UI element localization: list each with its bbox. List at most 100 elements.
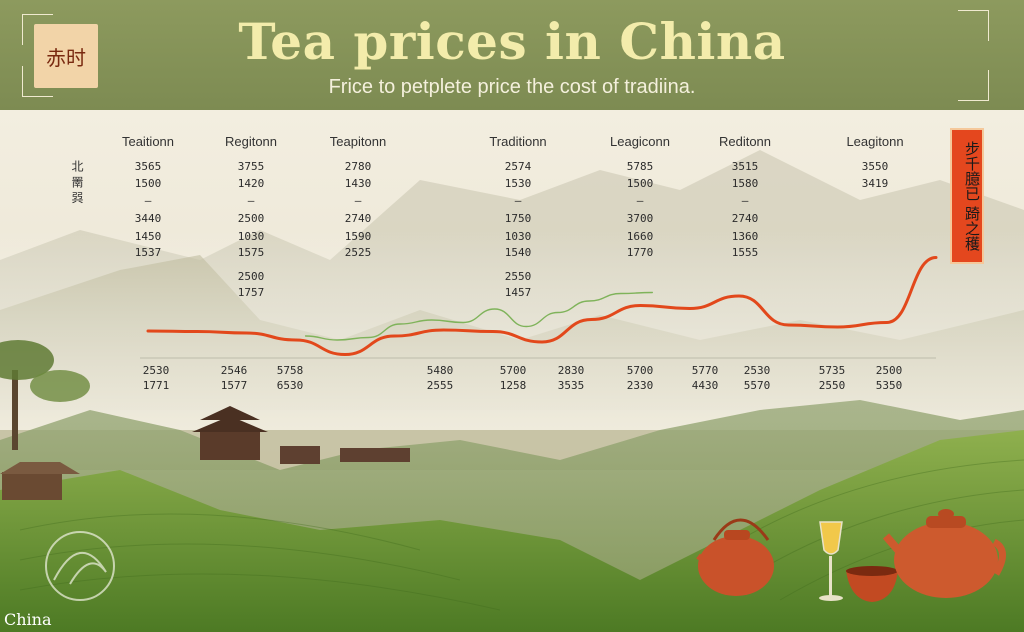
value-label: 5785	[627, 160, 654, 173]
value-label: 3700	[627, 212, 654, 225]
upper-value-labels: 3565 1500 — 3440 1450 1537 3755 1420 — 2500 1030 15…	[135, 160, 889, 299]
value-label: 1530	[505, 177, 532, 190]
value-label: 1590	[345, 230, 372, 243]
baseline-label: 2546	[221, 364, 248, 377]
value-label: —	[515, 194, 522, 207]
price-chart: Teaitionn Regitonn Teapitonn Traditionn Leag…	[122, 134, 938, 392]
value-label: 2740	[345, 212, 372, 225]
baseline-label: 2530	[744, 364, 771, 377]
value-label: 1770	[627, 246, 654, 259]
value-label: 2740	[732, 212, 759, 225]
value-label: 3440	[135, 212, 162, 225]
value-label: 2525	[345, 246, 372, 259]
page-subtitle: Frice to petplete price the cost of trad…	[328, 76, 696, 98]
baseline-label: 5570	[744, 379, 771, 392]
baseline-label: 5700	[500, 364, 527, 377]
value-label: 1555	[732, 246, 759, 259]
corner-ornament	[958, 70, 989, 101]
price-line-secondary	[304, 291, 653, 341]
tea-rows	[19, 459, 1024, 611]
page-title: Tea prices in China	[238, 12, 786, 71]
dragon-emblem	[45, 531, 115, 601]
value-label: —	[355, 194, 362, 207]
value-label: 1450	[135, 230, 162, 243]
corner-ornament	[958, 10, 989, 41]
hut	[0, 462, 80, 500]
value-label: 1575	[238, 246, 265, 259]
baseline-label: 2550	[819, 379, 846, 392]
column-header: Reditonn	[719, 134, 771, 149]
baseline-label: 6530	[277, 379, 304, 392]
baseline-label: 2555	[427, 379, 454, 392]
wine-glass	[819, 521, 843, 601]
tree	[0, 340, 90, 450]
value-label: 1500	[627, 177, 654, 190]
baseline-label: 1771	[143, 379, 170, 392]
pagoda-village	[192, 406, 410, 464]
baseline-label: 1577	[221, 379, 248, 392]
value-label: —	[145, 194, 152, 207]
tea-bowl	[846, 566, 898, 602]
landscape-background	[0, 110, 1024, 632]
column-header: Traditionn	[489, 134, 546, 149]
value-label: 1420	[238, 177, 265, 190]
baseline-label: 2500	[876, 364, 903, 377]
vertical-side-text: 北 罱 㢲	[70, 160, 84, 204]
value-label: 1580	[732, 177, 759, 190]
value-label: 2574	[505, 160, 532, 173]
column-header: Teapitonn	[330, 134, 386, 149]
value-label: 3515	[732, 160, 759, 173]
baseline-label: 5770	[692, 364, 719, 377]
header-banner: 赤时 Tea prices in China Frice to petplete…	[0, 0, 1024, 110]
value-label: 3419	[862, 177, 889, 190]
price-line-main	[146, 256, 938, 356]
baseline-label: 3535	[558, 379, 585, 392]
value-label: 2550	[505, 270, 532, 283]
value-label: 3755	[238, 160, 265, 173]
baseline-label: 2530	[143, 364, 170, 377]
value-label: 1540	[505, 246, 532, 259]
teapot-left	[696, 518, 774, 596]
value-label: 1750	[505, 212, 532, 225]
baseline-value-labels: 2530 1771 2546 1577 5758 6530 5480 2555 5700 1258…	[143, 364, 903, 392]
value-label: 1430	[345, 177, 372, 190]
value-label: —	[248, 194, 255, 207]
value-label: 1500	[135, 177, 162, 190]
value-label: 1757	[238, 286, 265, 299]
column-header: Leagiconn	[610, 134, 670, 149]
corner-ornament	[22, 14, 53, 45]
baseline-label: 1258	[500, 379, 527, 392]
column-header: Regitonn	[225, 134, 277, 149]
value-label: 1537	[135, 246, 162, 259]
value-label: 1360	[732, 230, 759, 243]
baseline-label: 2330	[627, 379, 654, 392]
value-label: 1030	[238, 230, 265, 243]
value-label: —	[637, 194, 644, 207]
column-header: Teaitionn	[122, 134, 174, 149]
column-headers: Teaitionn Regitonn Teapitonn Traditionn Leag…	[122, 134, 904, 149]
baseline-label: 5758	[277, 364, 304, 377]
value-label: 1660	[627, 230, 654, 243]
baseline-label: 5700	[627, 364, 654, 377]
value-label: 1457	[505, 286, 532, 299]
baseline-label: 5350	[876, 379, 903, 392]
value-label: 2500	[238, 212, 265, 225]
value-label: 3550	[862, 160, 889, 173]
value-label: 2500	[238, 270, 265, 283]
value-label: 2780	[345, 160, 372, 173]
baseline-label: 5480	[427, 364, 454, 377]
footer-label: China	[4, 610, 52, 629]
series-lines	[146, 256, 938, 356]
value-label: 1030	[505, 230, 532, 243]
corner-ornament	[22, 66, 53, 97]
baseline-label: 4430	[692, 379, 719, 392]
baseline-label: 2830	[558, 364, 585, 377]
teapot-right	[882, 509, 1006, 598]
value-label: 3565	[135, 160, 162, 173]
seal-stamp: 赤时	[34, 24, 98, 88]
value-label: —	[742, 194, 749, 207]
column-header: Leagitonn	[846, 134, 903, 149]
baseline-label: 5735	[819, 364, 846, 377]
vertical-label-box: 步千臆已 踦之穫	[950, 128, 984, 264]
landscape-art	[0, 150, 1024, 632]
